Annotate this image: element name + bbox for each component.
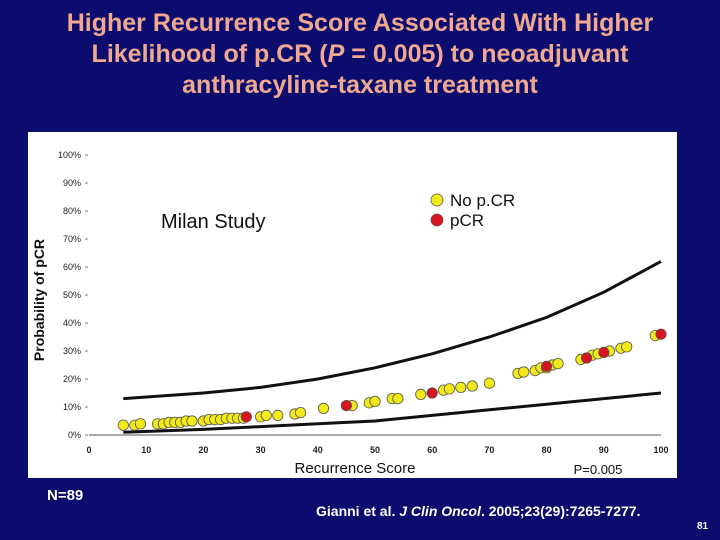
chart-panel: 0% 10% 20% 30% 40% 50% 60% 70% 80% 90% 100% 0 10 20 30…: [28, 132, 677, 478]
legend-pcr-marker: [430, 213, 444, 227]
pcr-point: [426, 387, 438, 399]
citation-journal: J Clin Oncol: [399, 503, 481, 519]
pcr-point: [340, 399, 352, 412]
pcr-point: [598, 346, 610, 358]
legend-no-pcr-marker: [430, 193, 444, 207]
no-pcr-point: [552, 358, 564, 370]
no-pcr-point: [369, 395, 381, 407]
no-pcr-point: [317, 402, 330, 414]
x-tick-label: 80: [542, 445, 552, 455]
y-tick-label: 20%: [63, 374, 81, 384]
sample-size-label: N=89: [47, 487, 84, 504]
y-tick-label: 0%: [68, 430, 81, 440]
pcr-point: [655, 328, 667, 340]
y-tick-label: 10%: [63, 402, 81, 412]
no-pcr-point: [455, 381, 467, 393]
legend-pcr-label: pCR: [450, 211, 484, 230]
slide-title: Higher Recurrence Score Associated With …: [0, 8, 720, 101]
citation-author: Gianni et al.: [316, 503, 400, 519]
y-tick-label: 40%: [63, 318, 81, 328]
y-tick-label: 80%: [63, 206, 81, 216]
title-line-2: Likelihood of p.CR (P = 0.005) to neoadj…: [0, 39, 720, 70]
citation-rest: . 2005;23(29):7265-7277.: [480, 503, 641, 519]
p-value-label: P=0.005: [574, 462, 623, 477]
no-pcr-point: [294, 406, 307, 419]
no-pcr-point: [483, 377, 495, 389]
no-pcr-point: [621, 341, 633, 353]
no-pcr-point: [117, 419, 129, 431]
title-p-italic: P: [327, 40, 345, 68]
title-line-3: anthracyline-taxane treatment: [182, 71, 538, 99]
no-pcr-point: [466, 380, 478, 392]
no-pcr-point: [186, 415, 198, 427]
scatter-chart: 0% 10% 20% 30% 40% 50% 60% 70% 80% 90% 100% 0 10 20 30…: [31, 150, 669, 477]
upper-confidence-curve: [123, 260, 662, 401]
legend-no-pcr-label: No p.CR: [450, 191, 515, 210]
no-pcr-point: [443, 383, 455, 395]
x-tick-label: 70: [484, 445, 494, 455]
no-pcr-point: [415, 388, 427, 400]
y-tick-label: 90%: [63, 178, 81, 188]
pcr-point: [240, 411, 252, 423]
title-line-1: Higher Recurrence Score Associated With …: [66, 9, 654, 37]
y-tick-label: 60%: [63, 262, 81, 272]
no-pcr-point: [392, 392, 404, 405]
x-tick-label: 10: [141, 445, 151, 455]
no-pcr-point: [272, 409, 284, 421]
x-tick-label: 30: [256, 445, 266, 455]
pcr-point: [540, 360, 553, 372]
x-tick-label: 50: [370, 445, 380, 455]
x-tick-label: 0: [86, 445, 91, 455]
y-tick-label: 30%: [63, 346, 81, 356]
no-pcr-point: [134, 418, 147, 430]
no-pcr-point: [518, 366, 530, 378]
y-axis-label: Probability of pCR: [31, 239, 47, 361]
x-tick-label: 20: [198, 445, 208, 455]
y-tick-label: 70%: [63, 234, 81, 244]
pcr-point: [580, 352, 593, 364]
citation: Gianni et al. J Clin Oncol. 2005;23(29):…: [316, 503, 641, 519]
y-tick-label: 50%: [63, 290, 81, 300]
x-tick-label: 40: [313, 445, 323, 455]
x-tick-label: 100: [653, 445, 668, 455]
title-line-2a: Likelihood of p.CR (: [91, 40, 328, 68]
x-axis-label: Recurrence Score: [295, 460, 416, 477]
lower-confidence-curve: [123, 391, 662, 434]
no-pcr-point: [260, 409, 272, 421]
page-number: 81: [697, 521, 709, 532]
y-tick-label: 100%: [58, 150, 81, 160]
study-label: Milan Study: [161, 211, 266, 233]
title-line-2b: = 0.005) to neoadjuvant: [344, 40, 629, 68]
x-tick-label: 60: [427, 445, 437, 455]
x-tick-label: 90: [599, 445, 609, 455]
